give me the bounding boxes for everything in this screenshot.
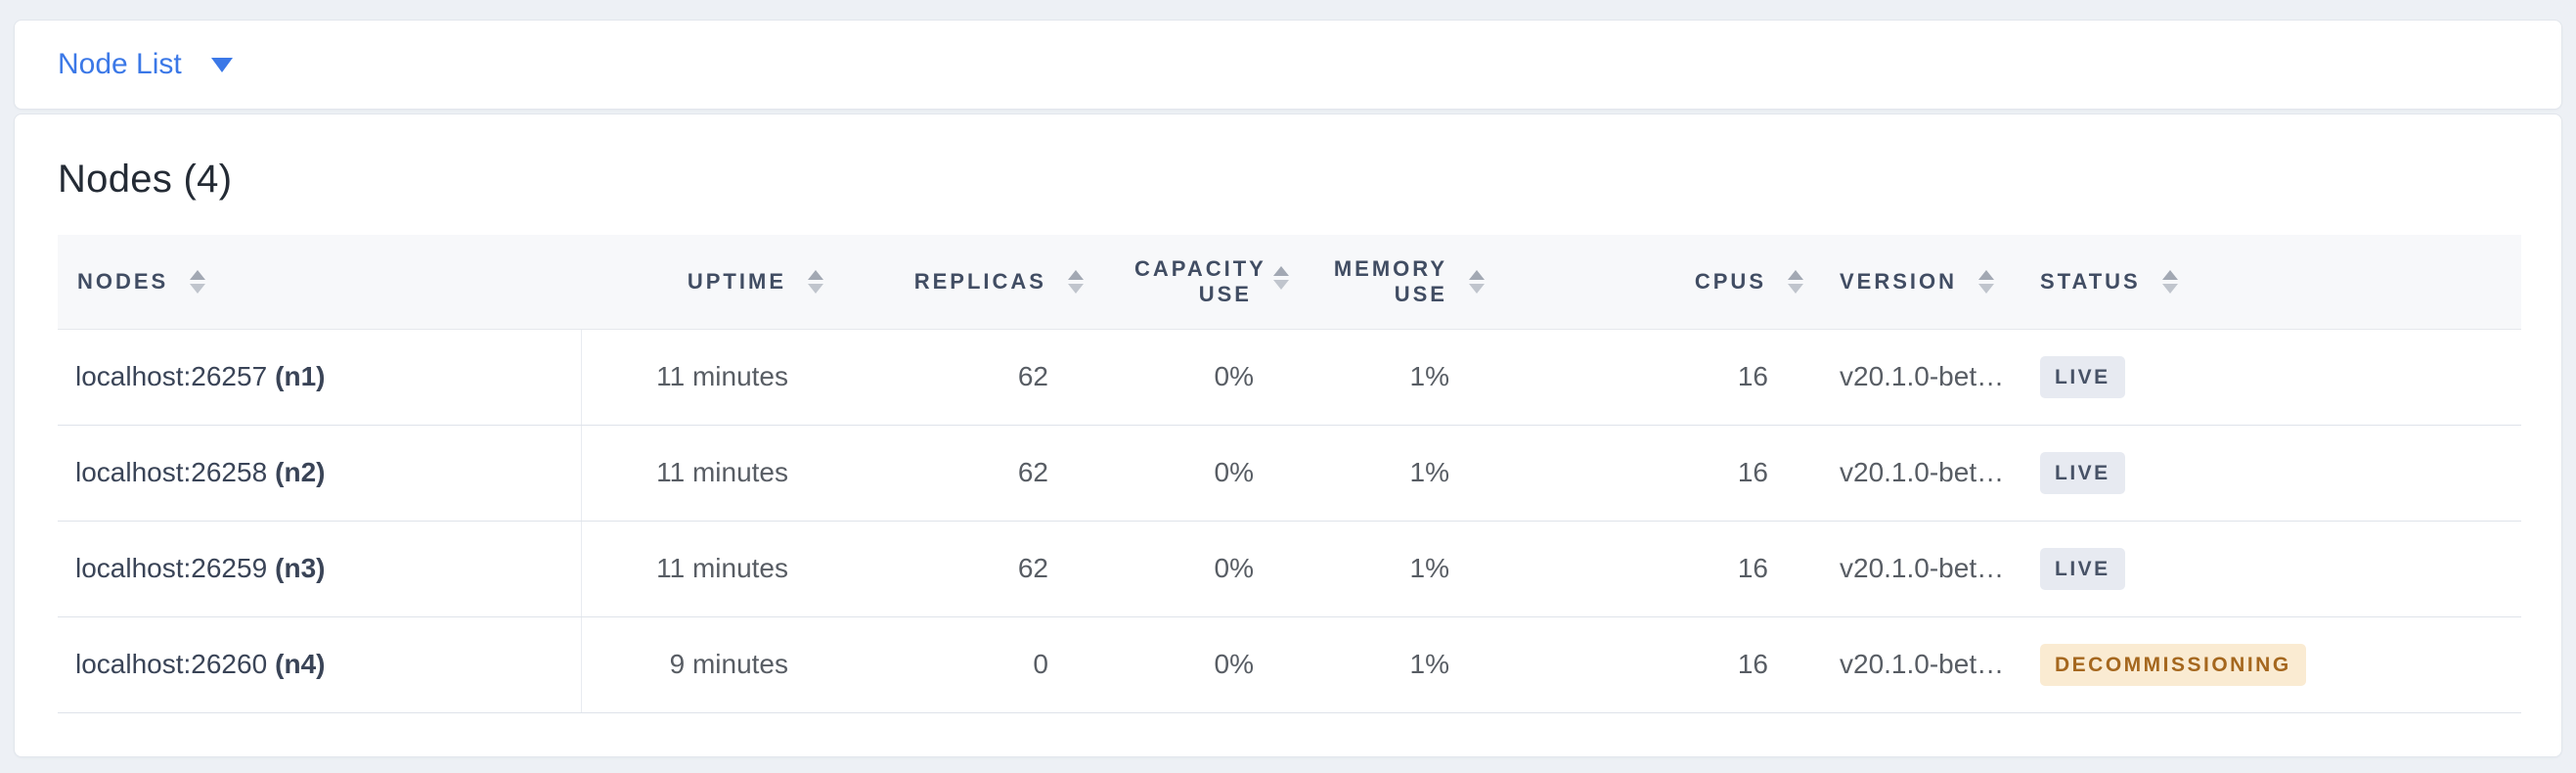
column-header-status[interactable]: STATUS <box>2021 235 2521 330</box>
nodes-table: NODES UPTIME REPLICAS <box>58 235 2521 713</box>
nodes-cell: localhost:26260 (n4) <box>58 616 582 713</box>
column-label: NODES <box>77 268 169 294</box>
capacity-use-cell: 0% <box>1084 616 1289 713</box>
nodes-cell: localhost:26257 (n1) <box>58 329 582 426</box>
column-header-replicas[interactable]: REPLICAS <box>823 235 1084 330</box>
node-id: (n4) <box>275 649 326 679</box>
sort-arrows-icon <box>1788 269 1803 294</box>
sort-asc-icon <box>1978 269 1995 280</box>
view-selector-dropdown[interactable]: Node List <box>58 48 233 81</box>
status-badge: LIVE <box>2040 355 2125 398</box>
cpus-cell: 16 <box>1485 521 1803 617</box>
nodes-cell: localhost:26259 (n3) <box>58 521 582 617</box>
column-header-uptime[interactable]: UPTIME <box>581 235 823 330</box>
column-label: VERSION <box>1840 268 1958 294</box>
uptime-cell: 11 minutes <box>581 329 823 426</box>
memory-use-cell: 1% <box>1289 521 1485 617</box>
sort-desc-icon <box>1469 283 1485 294</box>
sort-desc-icon <box>1788 283 1803 294</box>
version-cell: v20.1.0-bet… <box>1803 616 2021 713</box>
node-address-link[interactable]: localhost:26259 <box>75 553 268 583</box>
nodes-cell: localhost:26258 (n2) <box>58 425 582 522</box>
node-id: (n2) <box>275 457 326 487</box>
sort-desc-icon <box>1273 279 1289 290</box>
sort-asc-icon <box>1469 269 1485 280</box>
memory-use-cell: 1% <box>1289 329 1485 426</box>
view-selector-label: Node List <box>58 48 182 80</box>
column-label: CAPACITY USE <box>1134 255 1266 306</box>
memory-use-cell: 1% <box>1289 616 1485 713</box>
column-header-capacity-use[interactable]: CAPACITY USE <box>1084 235 1289 330</box>
sort-arrows-icon <box>808 269 823 294</box>
cpus-cell: 16 <box>1485 616 1803 713</box>
node-address-link[interactable]: localhost:26260 <box>75 649 268 679</box>
replicas-cell: 62 <box>823 329 1084 426</box>
table-header-row: NODES UPTIME REPLICAS <box>58 235 2521 330</box>
sort-arrows-icon <box>190 269 206 294</box>
column-label: REPLICAS <box>913 268 1046 294</box>
sort-asc-icon <box>2161 269 2178 280</box>
column-label: MEMORY USE <box>1333 255 1447 306</box>
page: Node List Nodes (4) NODES <box>14 20 2562 757</box>
sort-arrows-icon <box>2161 269 2178 294</box>
replicas-cell: 0 <box>823 616 1084 713</box>
column-header-cpus[interactable]: CPUS <box>1485 235 1803 330</box>
cpus-cell: 16 <box>1485 329 1803 426</box>
column-label: STATUS <box>2040 268 2141 294</box>
uptime-cell: 11 minutes <box>581 521 823 617</box>
capacity-use-cell: 0% <box>1084 521 1289 617</box>
column-label: CPUS <box>1694 268 1766 294</box>
capacity-use-cell: 0% <box>1084 329 1289 426</box>
uptime-cell: 11 minutes <box>581 425 823 522</box>
column-header-memory-use[interactable]: MEMORY USE <box>1289 235 1485 330</box>
sort-arrows-icon <box>1068 269 1084 294</box>
sort-desc-icon <box>2161 283 2178 294</box>
memory-use-cell: 1% <box>1289 425 1485 522</box>
table-header: NODES UPTIME REPLICAS <box>58 235 2521 330</box>
node-address-link[interactable]: localhost:26258 <box>75 457 268 487</box>
node-id: (n3) <box>275 553 326 583</box>
sort-asc-icon <box>190 269 206 280</box>
sort-desc-icon <box>190 283 206 294</box>
sort-asc-icon <box>1788 269 1803 280</box>
status-cell: LIVE <box>2021 329 2521 426</box>
status-cell: LIVE <box>2021 521 2521 617</box>
nodes-card: Nodes (4) NODES UPTIME <box>14 114 2562 757</box>
column-label: UPTIME <box>687 268 786 294</box>
uptime-cell: 9 minutes <box>581 616 823 713</box>
view-selector-card: Node List <box>14 20 2562 110</box>
caret-down-icon <box>210 57 233 72</box>
replicas-cell: 62 <box>823 521 1084 617</box>
version-cell: v20.1.0-bet… <box>1803 329 2021 426</box>
table-row: localhost:26259 (n3) 11 minutes 62 0% 1% … <box>58 521 2521 617</box>
table-row: localhost:26257 (n1) 11 minutes 62 0% 1% … <box>58 329 2521 426</box>
cpus-cell: 16 <box>1485 425 1803 522</box>
sort-arrows-icon <box>1978 269 1995 294</box>
table-row: localhost:26258 (n2) 11 minutes 62 0% 1% … <box>58 425 2521 522</box>
sort-asc-icon <box>1068 269 1084 280</box>
node-address-link[interactable]: localhost:26257 <box>75 361 268 391</box>
sort-arrows-icon <box>1273 265 1289 290</box>
version-cell: v20.1.0-bet… <box>1803 425 2021 522</box>
page-title: Nodes (4) <box>58 158 233 201</box>
replicas-cell: 62 <box>823 425 1084 522</box>
status-cell: DECOMMISSIONING <box>2021 616 2521 713</box>
table-body: localhost:26257 (n1) 11 minutes 62 0% 1% … <box>58 329 2521 713</box>
status-badge: LIVE <box>2040 547 2125 590</box>
sort-arrows-icon <box>1469 269 1485 294</box>
capacity-use-cell: 0% <box>1084 425 1289 522</box>
status-badge: LIVE <box>2040 451 2125 494</box>
sort-desc-icon <box>1978 283 1995 294</box>
sort-desc-icon <box>1068 283 1084 294</box>
sort-desc-icon <box>808 283 823 294</box>
version-cell: v20.1.0-bet… <box>1803 521 2021 617</box>
status-badge: DECOMMISSIONING <box>2040 643 2306 686</box>
column-header-version[interactable]: VERSION <box>1803 235 2021 330</box>
column-header-nodes[interactable]: NODES <box>58 235 581 330</box>
sort-asc-icon <box>1273 265 1289 276</box>
node-id: (n1) <box>275 361 326 391</box>
sort-asc-icon <box>808 269 823 280</box>
table-row: localhost:26260 (n4) 9 minutes 0 0% 1% 16… <box>58 616 2521 713</box>
status-cell: LIVE <box>2021 425 2521 522</box>
